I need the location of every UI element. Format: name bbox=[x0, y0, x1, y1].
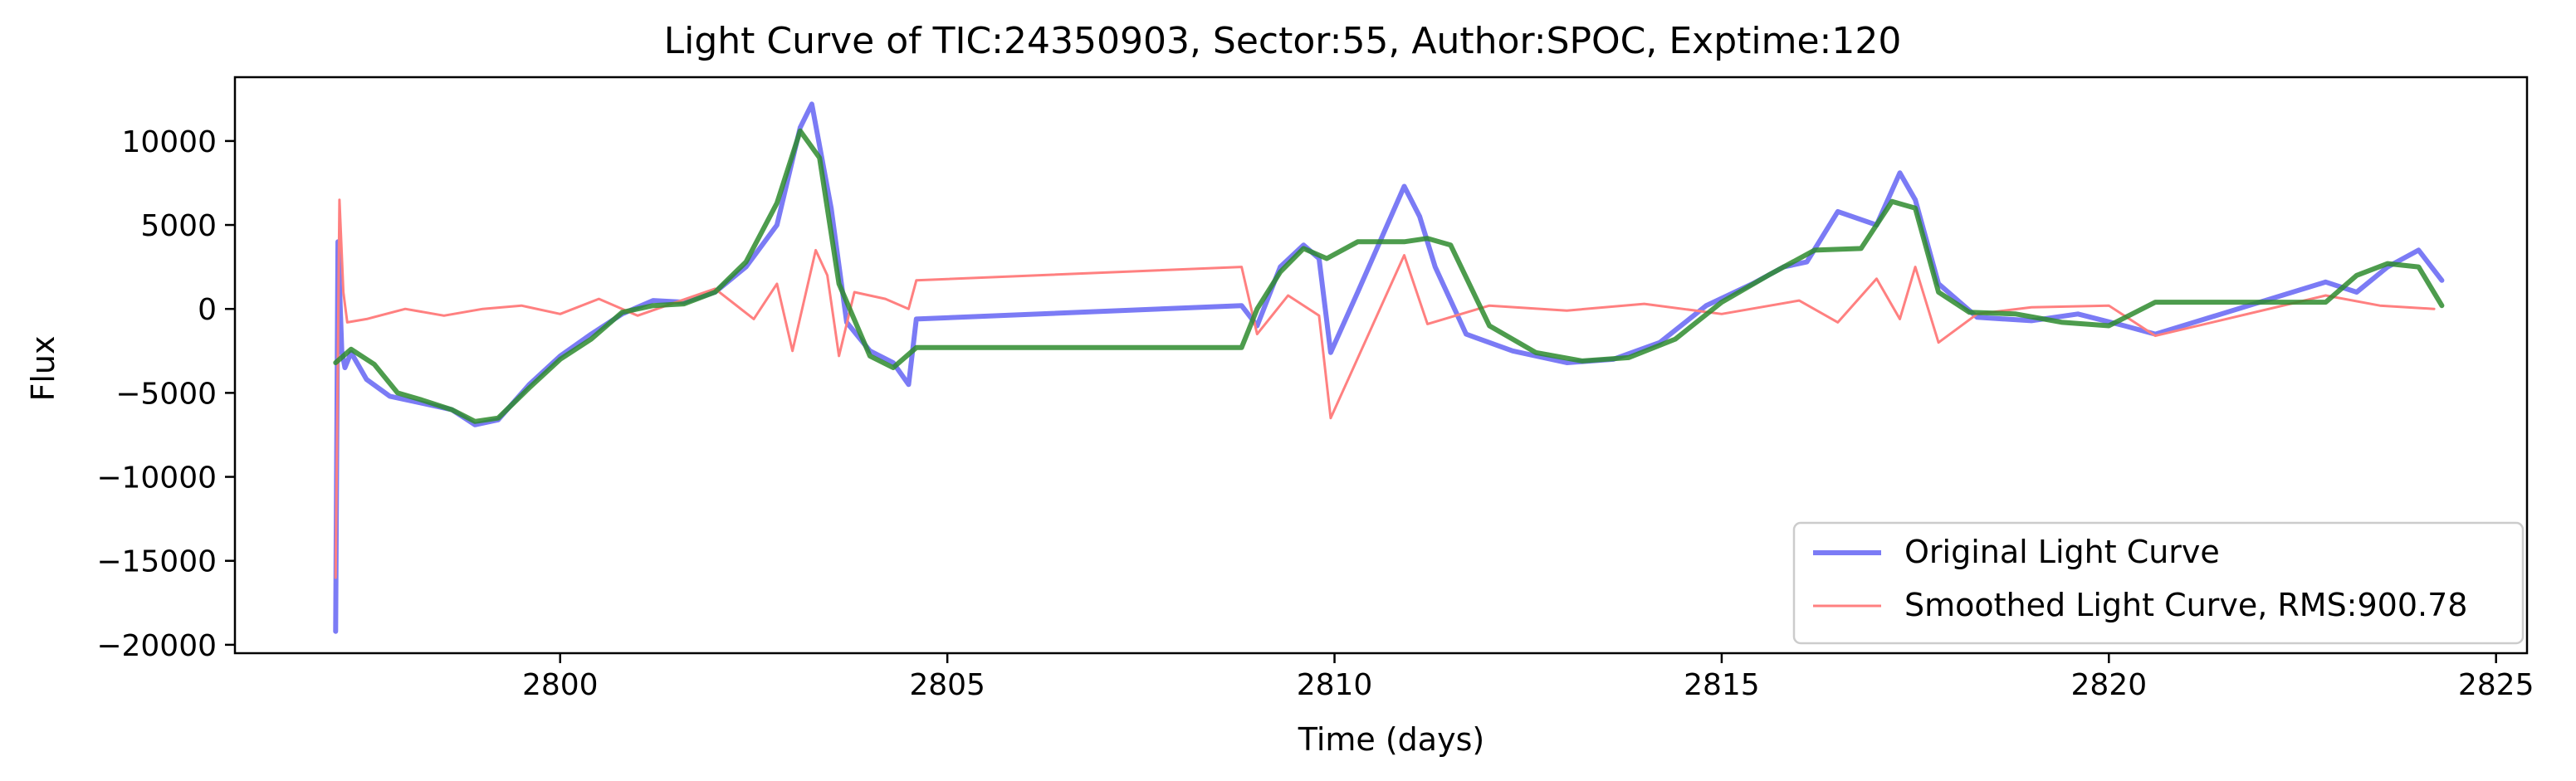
plot-frame bbox=[233, 76, 2529, 655]
y-tick-label: 10000 bbox=[121, 125, 217, 159]
legend: Original Light Curve Smoothed Light Curv… bbox=[1792, 521, 2525, 645]
y-tick-label: −15000 bbox=[96, 545, 217, 579]
x-tick-label: 2800 bbox=[522, 668, 599, 702]
legend-label-original: Original Light Curve bbox=[1904, 534, 2220, 570]
x-axis-label: Time (days) bbox=[1298, 721, 1484, 758]
y-axis: 10000 5000 0 −5000 −10000 −15000 −20000 bbox=[96, 125, 235, 663]
legend-box bbox=[1792, 521, 2525, 645]
y-tick-label: −5000 bbox=[115, 377, 217, 411]
chart-title: Light Curve of TIC:24350903, Sector:55, … bbox=[664, 20, 1902, 62]
legend-label-smoothed: Smoothed Light Curve, RMS:900.78 bbox=[1904, 587, 2467, 623]
x-tick-label: 2815 bbox=[1684, 668, 1760, 702]
x-tick-label: 2820 bbox=[2070, 668, 2147, 702]
series-line-trend bbox=[333, 128, 2445, 424]
series-line-smoothed bbox=[334, 198, 2436, 579]
x-tick-label: 2825 bbox=[2458, 668, 2534, 702]
x-tick-label: 2805 bbox=[909, 668, 985, 702]
series-layer bbox=[333, 101, 2445, 634]
y-tick-label: −20000 bbox=[96, 629, 217, 663]
y-axis-label: Flux bbox=[25, 336, 61, 402]
y-tick-label: 5000 bbox=[140, 209, 217, 243]
y-tick-label: −10000 bbox=[96, 461, 217, 495]
x-axis: 2800 2805 2810 2815 2820 2825 bbox=[522, 653, 2534, 702]
x-tick-label: 2810 bbox=[1297, 668, 1373, 702]
y-tick-label: 0 bbox=[198, 293, 217, 327]
